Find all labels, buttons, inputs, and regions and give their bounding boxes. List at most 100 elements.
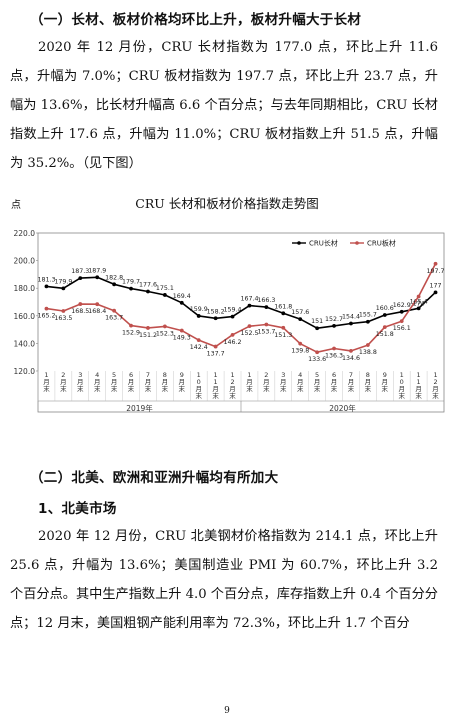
data-point bbox=[230, 332, 235, 337]
data-label: 134.6 bbox=[342, 355, 360, 362]
data-label: 168.5 bbox=[71, 308, 89, 315]
y-axis-unit: 点 bbox=[11, 199, 21, 211]
data-point bbox=[281, 311, 286, 316]
data-label: 160.6 bbox=[376, 305, 394, 312]
data-label: 181.3 bbox=[37, 276, 55, 283]
section-1-paragraph: 2020 年 12 月份，CRU 长材指数为 177.0 点，环比上升 11.6… bbox=[10, 40, 438, 171]
x-tick-label: 6 月末 bbox=[128, 371, 135, 393]
data-point bbox=[247, 303, 252, 308]
data-label: 174 bbox=[413, 300, 425, 307]
data-point bbox=[78, 276, 83, 281]
data-point bbox=[129, 286, 133, 291]
x-tick-label: 6 月末 bbox=[331, 371, 338, 393]
data-label: 169.4 bbox=[173, 293, 191, 300]
data-point bbox=[162, 293, 167, 297]
data-point bbox=[61, 309, 66, 313]
data-point bbox=[44, 306, 49, 311]
x-tick-label: 5 月末 bbox=[314, 371, 321, 393]
data-point bbox=[315, 350, 320, 355]
y-tick-label: 160.0 bbox=[14, 312, 36, 321]
data-label: 155.7 bbox=[359, 312, 377, 319]
x-tick-label: 4 月末 bbox=[94, 371, 101, 393]
x-tick-label: 1 2 月末 bbox=[432, 371, 439, 400]
data-point bbox=[264, 322, 269, 327]
data-label: 187.9 bbox=[88, 267, 106, 274]
data-point bbox=[230, 314, 235, 319]
y-tick-label: 200.0 bbox=[14, 257, 36, 266]
data-label: 152.3 bbox=[156, 330, 174, 337]
page-number: 9 bbox=[224, 706, 230, 716]
x-tick-label: 1 0 月末 bbox=[195, 371, 202, 400]
data-label: 177.6 bbox=[139, 282, 157, 289]
data-point bbox=[315, 326, 320, 331]
data-label: 153.7 bbox=[257, 328, 275, 335]
y-tick-label: 120.0 bbox=[14, 367, 36, 376]
section-2-paragraph: 2020 年 12 月份，CRU 北美钢材价格指数为 214.1 点，环比上升 … bbox=[10, 529, 438, 631]
data-point bbox=[95, 275, 100, 280]
data-label: 163.5 bbox=[54, 315, 72, 322]
data-point bbox=[179, 328, 184, 333]
x-tick-label: 9 月末 bbox=[382, 371, 389, 393]
x-tick-label: 1 月末 bbox=[246, 371, 253, 393]
data-point bbox=[416, 294, 421, 299]
data-point bbox=[332, 323, 336, 328]
data-label: 163.7 bbox=[105, 315, 123, 322]
x-tick-label: 8 月末 bbox=[365, 371, 372, 393]
data-label: 146.2 bbox=[224, 339, 242, 346]
data-point bbox=[61, 286, 66, 291]
data-label: 182.8 bbox=[105, 274, 123, 281]
data-point bbox=[146, 289, 150, 294]
price-index-chart: CRU 长材和板材价格指数走势图 点 120.0 140.0 160.0 180.0 200… bbox=[11, 196, 445, 413]
x-tick-label: 2 月末 bbox=[60, 371, 67, 393]
data-point bbox=[298, 341, 303, 346]
data-label: 168.4 bbox=[88, 308, 106, 315]
data-point bbox=[433, 261, 438, 266]
y-tick-label: 140.0 bbox=[14, 339, 36, 348]
data-point bbox=[129, 323, 133, 328]
x-tick-label: 8 月末 bbox=[162, 371, 169, 393]
data-point bbox=[179, 300, 184, 305]
data-label: 138.8 bbox=[359, 349, 377, 356]
data-label: 154.4 bbox=[342, 314, 360, 321]
data-label: 177 bbox=[430, 282, 442, 289]
data-label: 151.2 bbox=[139, 332, 157, 339]
data-point bbox=[416, 306, 421, 311]
x-tick-label: 1 0 月末 bbox=[398, 371, 405, 400]
data-label: 152.5 bbox=[240, 330, 258, 337]
data-point bbox=[196, 314, 201, 318]
data-label: 179.9 bbox=[54, 278, 72, 285]
legend-marker bbox=[355, 241, 359, 245]
data-label: 133.6 bbox=[308, 356, 326, 363]
data-point bbox=[433, 290, 438, 295]
x-tick-label: 7 月末 bbox=[348, 371, 355, 393]
data-label: 166.3 bbox=[257, 297, 275, 304]
data-point bbox=[196, 338, 201, 342]
data-point bbox=[247, 324, 252, 329]
data-point bbox=[382, 313, 387, 317]
data-label: 159.9 bbox=[190, 306, 208, 313]
data-point bbox=[349, 348, 353, 353]
x-tick-label: 1 1 月末 bbox=[415, 371, 422, 400]
data-point bbox=[213, 344, 218, 349]
year-group-label: 2019年 bbox=[126, 403, 153, 413]
x-tick-label: 7 月末 bbox=[145, 371, 152, 393]
data-label: 137.7 bbox=[207, 351, 225, 358]
data-label: 156.1 bbox=[393, 325, 411, 332]
data-label: 152.9 bbox=[122, 330, 140, 337]
data-point bbox=[399, 319, 404, 324]
data-point bbox=[365, 319, 370, 324]
data-label: 175.1 bbox=[156, 285, 174, 292]
x-tick-label: 1 2 月末 bbox=[229, 371, 236, 400]
data-point bbox=[213, 316, 218, 321]
data-point bbox=[44, 284, 49, 289]
data-label: 151.3 bbox=[274, 332, 292, 339]
data-label: 136.3 bbox=[325, 353, 343, 360]
data-label: 159.4 bbox=[224, 307, 242, 314]
data-label: 139.8 bbox=[291, 348, 309, 355]
data-point bbox=[281, 325, 286, 330]
data-label: 187.3 bbox=[71, 268, 89, 275]
data-label: 149.3 bbox=[173, 335, 191, 342]
data-label: 167.4 bbox=[240, 296, 258, 303]
x-tick-label: 3 月末 bbox=[280, 371, 287, 393]
data-label: 162.9 bbox=[393, 302, 411, 309]
